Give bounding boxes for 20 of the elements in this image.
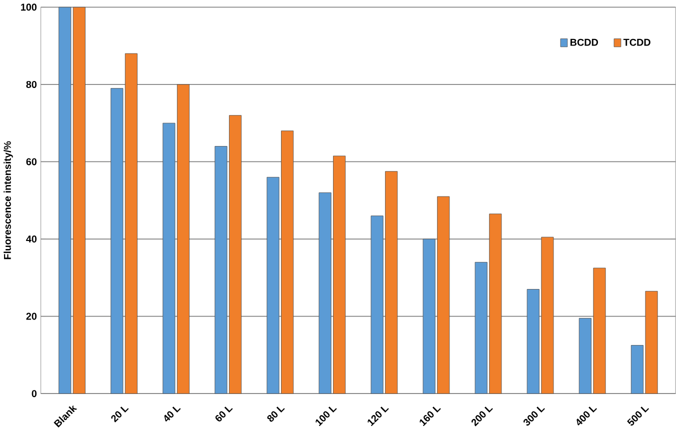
x-tick-label: 20 L: [111, 406, 129, 422]
x-tick-label: 40 L: [164, 406, 181, 422]
y-tick-label: 40: [26, 235, 37, 242]
y-tick-label: 100: [21, 4, 37, 11]
y-tick-label: 0: [32, 390, 37, 398]
x-tick-label: 120 L: [368, 406, 389, 426]
x-tick-label: 60 L: [215, 406, 233, 422]
x-tick-label: 400 L: [576, 406, 597, 426]
x-tick-label: 100 L: [316, 406, 337, 426]
y-axis-title: Fluorescence intensity/%: [4, 141, 13, 260]
x-tick-label: 160 L: [420, 406, 441, 426]
y-tick-label: 80: [26, 80, 37, 88]
y-tick-label: 20: [26, 312, 37, 320]
legend-label: TCDD: [623, 38, 650, 46]
x-tick-label: 300 L: [523, 406, 545, 426]
x-tick-label: 200 L: [471, 406, 493, 426]
y-tick-label: 60: [26, 158, 37, 166]
x-tick-label: 80 L: [267, 406, 285, 422]
x-tick-label: 500 L: [627, 406, 650, 426]
legend-label: BCDD: [570, 38, 598, 46]
